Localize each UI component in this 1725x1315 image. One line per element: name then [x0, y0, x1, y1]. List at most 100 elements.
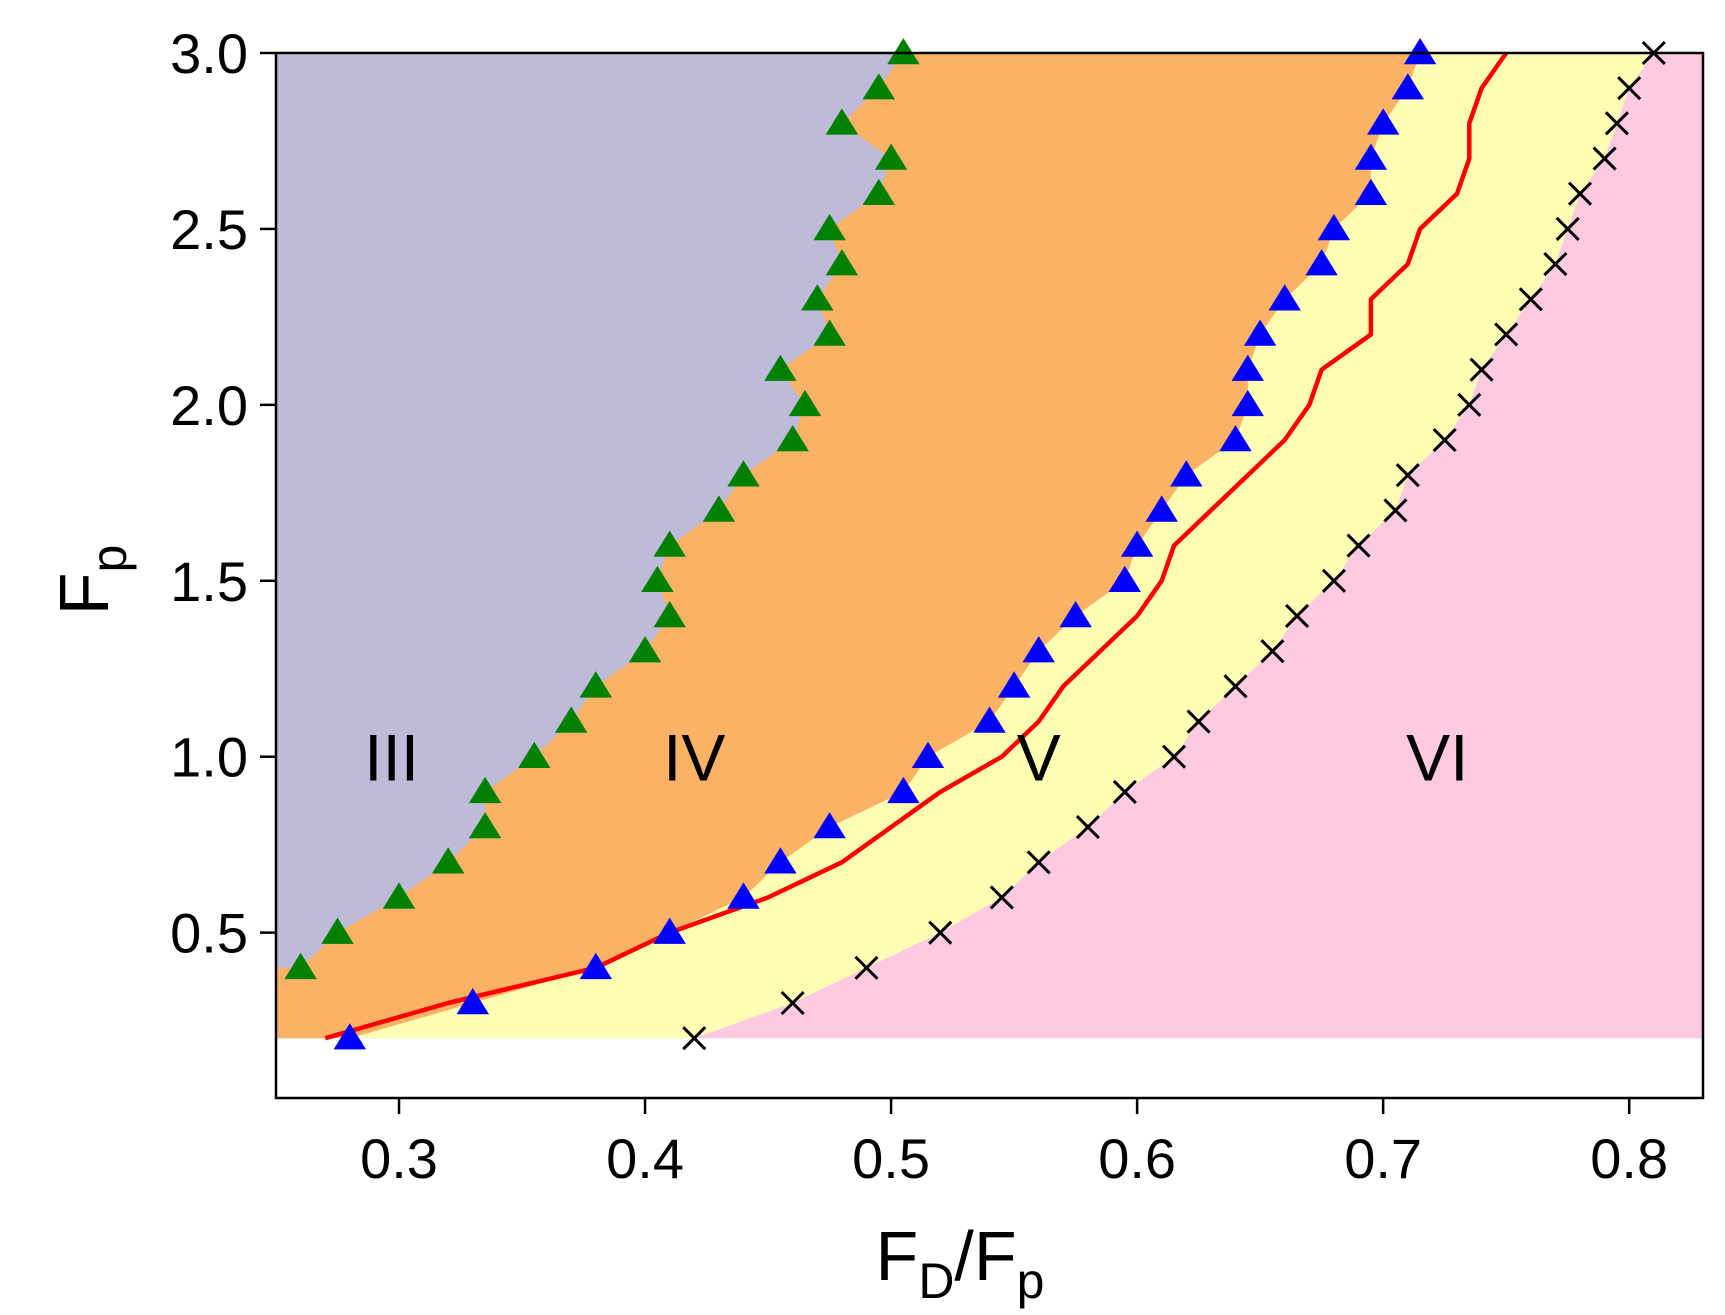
y-tick-label: 0.5 — [170, 902, 248, 965]
green-triangle-marker — [813, 319, 846, 346]
blue-triangle-marker — [1317, 213, 1351, 241]
green-triangle-marker — [284, 952, 317, 980]
y-tick-label: 1.0 — [170, 726, 248, 789]
x-axis-label-sub2: p — [1017, 1253, 1045, 1309]
green-triangle-marker — [727, 460, 760, 487]
blue-triangle-marker — [1354, 178, 1388, 205]
green-triangle-marker — [813, 213, 846, 241]
blue-triangle-marker — [1219, 425, 1252, 452]
y-axis-ticks: 0.5 1.0 1.5 2.0 2.5 3.0 — [170, 22, 276, 965]
x-marker-stroke — [1592, 146, 1617, 171]
green-triangle-marker — [764, 354, 797, 381]
x-marker — [1186, 709, 1211, 734]
x-marker-stroke — [1555, 216, 1580, 241]
x-marker-stroke — [1395, 463, 1420, 488]
blue-triangle-marker — [973, 706, 1006, 733]
x-marker — [1543, 252, 1568, 277]
green-triangle-marker — [518, 741, 551, 768]
blue-triangle-marker — [1354, 143, 1388, 170]
blue-triangle-marker — [1231, 389, 1264, 417]
green-triangle-marker — [579, 671, 612, 698]
x-marker-stroke — [1567, 181, 1593, 206]
blue-triangle-marker — [1022, 636, 1055, 663]
blue-triangle-marker — [1391, 73, 1424, 100]
x-axis-label-sep: / — [954, 1217, 974, 1295]
x-marker-stroke — [780, 990, 805, 1016]
x-axis-label: FD/Fp — [876, 1217, 1045, 1309]
x-tick-label: 0.8 — [1590, 1127, 1668, 1190]
x-marker — [1026, 850, 1051, 875]
x-marker-stroke — [1321, 568, 1347, 593]
y-tick-label: 3.0 — [170, 22, 248, 85]
blue-triangle-marker — [1120, 530, 1154, 557]
x-marker — [1321, 568, 1347, 593]
x-marker-stroke — [1604, 111, 1629, 136]
x-marker — [1592, 146, 1617, 171]
y-tick-label: 2.0 — [170, 374, 248, 437]
blue-triangle-marker — [1403, 38, 1437, 65]
blue-triangle-marker — [911, 741, 945, 768]
region-label-iv: IV — [663, 721, 725, 795]
x-marker — [854, 955, 879, 980]
green-triangle-marker — [801, 284, 834, 311]
region-iii — [276, 53, 904, 968]
x-marker-stroke — [1161, 744, 1187, 769]
x-marker-stroke — [989, 885, 1014, 910]
blue-triangle-marker — [653, 917, 686, 944]
blue-triangle-marker — [333, 1023, 366, 1050]
blue-triangle-marker — [1108, 565, 1141, 592]
x-marker — [682, 1026, 707, 1051]
green-triangle-marker — [862, 73, 895, 100]
x-marker — [1457, 392, 1482, 417]
x-tick-label: 0.5 — [852, 1127, 930, 1190]
x-marker-stroke — [1494, 322, 1519, 347]
green-triangle-marker — [468, 776, 502, 804]
x-marker-stroke — [1186, 709, 1211, 734]
x-marker-stroke — [1284, 603, 1310, 629]
green-triangle-marker — [825, 108, 859, 135]
x-marker-stroke — [854, 955, 879, 980]
x-marker — [1518, 287, 1543, 312]
x-marker — [1617, 76, 1642, 101]
green-triangle-marker — [825, 249, 859, 276]
green-triangle-marker — [887, 38, 920, 65]
x-marker-stroke — [1223, 674, 1248, 699]
x-marker — [1469, 357, 1494, 382]
region-label-vi: VI — [1406, 721, 1468, 795]
x-marker-stroke — [1543, 252, 1568, 277]
green-triangle-marker — [702, 495, 736, 522]
blue-triangle-marker — [1243, 319, 1277, 346]
x-marker — [1395, 463, 1420, 488]
blue-triangle-marker — [1231, 354, 1264, 381]
x-axis-ticks: 0.3 0.4 0.5 0.6 0.7 0.8 — [360, 1098, 1668, 1190]
x-marker-stroke — [1432, 427, 1457, 453]
x-marker-stroke — [682, 1026, 707, 1051]
green-triangle-marker — [468, 812, 502, 839]
x-marker — [928, 920, 953, 945]
x-marker — [1604, 111, 1629, 136]
x-tick-label: 0.7 — [1344, 1127, 1422, 1190]
x-marker — [1346, 533, 1371, 558]
green-triangle-marker — [653, 601, 686, 628]
y-axis-label-sub: p — [81, 545, 137, 573]
green-triangle-marker — [788, 389, 822, 417]
x-marker — [1555, 216, 1580, 241]
red-curve-line — [324, 51, 1509, 1041]
x-marker-stroke — [1260, 639, 1285, 664]
green-triangle-marker — [862, 178, 895, 205]
x-axis-label-f1: F — [876, 1217, 919, 1295]
x-marker — [1161, 744, 1187, 769]
blue-triangle-marker — [1305, 249, 1338, 276]
y-tick-label: 1.5 — [170, 550, 248, 613]
blue-triangle-marker — [456, 988, 489, 1015]
x-marker-stroke — [1457, 392, 1482, 417]
x-marker — [1260, 639, 1285, 664]
x-marker-stroke — [1112, 779, 1137, 804]
blue-triangle-marker — [764, 847, 797, 874]
x-marker — [1432, 427, 1457, 453]
region-labels: III IV V VI — [364, 721, 1468, 795]
x-marker — [1223, 674, 1248, 699]
plot-frame — [274, 51, 1705, 1100]
x-tick-label: 0.3 — [360, 1127, 438, 1190]
green-triangle-marker — [555, 706, 588, 733]
